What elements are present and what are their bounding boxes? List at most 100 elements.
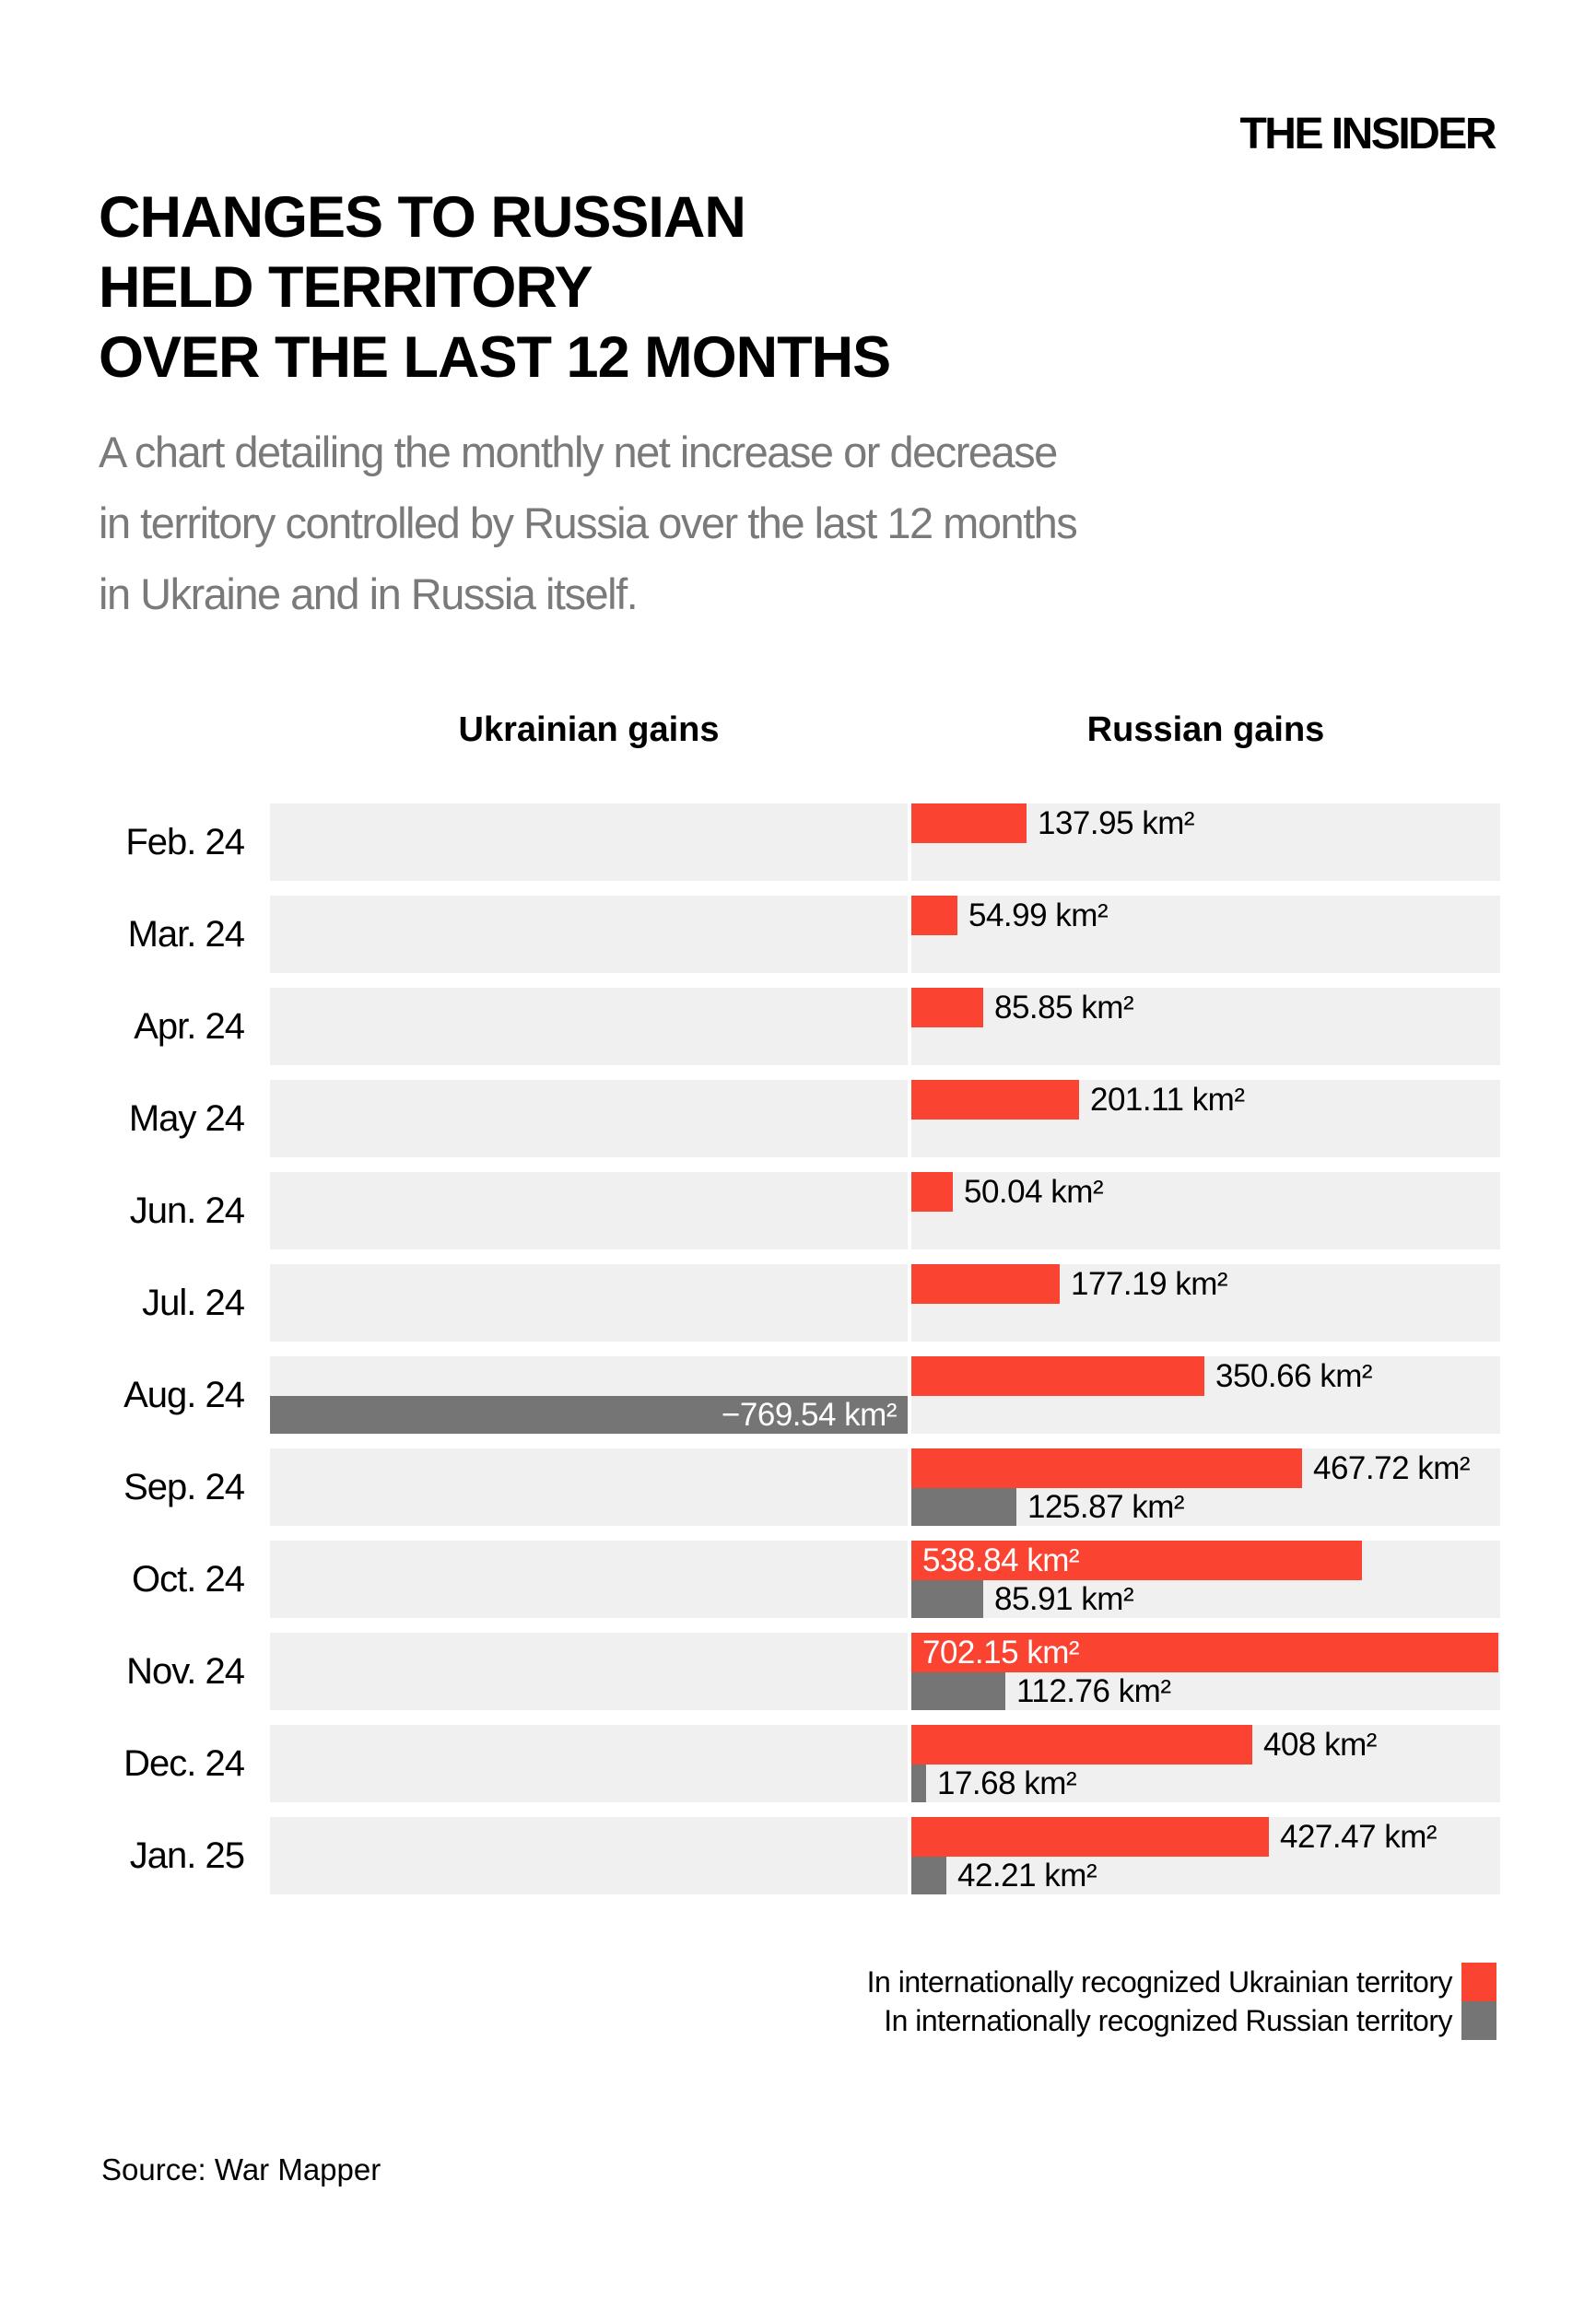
bar-value-label: 17.68 km²	[937, 1765, 1077, 1801]
bar-value-label: 467.72 km²	[1313, 1449, 1471, 1486]
month-label-jan-25: Jan. 25	[129, 1835, 245, 1876]
title-line-2: HELD TERRITORY	[99, 255, 593, 320]
legend-row-russian-territory: In internationally recognized Russian te…	[867, 2001, 1496, 2040]
bar-in-russian-territory	[911, 1488, 1016, 1526]
month-label-jul-24: Jul. 24	[142, 1282, 245, 1323]
chart-row-oct-24: Oct. 24 538.84 km² 85.91 km²	[0, 1541, 1596, 1618]
row-band: 137.95 km²	[270, 803, 1500, 881]
bar-in-ukrainian-territory	[911, 1356, 1204, 1396]
chart-row-may-24: May 24 201.11 km²	[0, 1080, 1596, 1157]
row-band: 177.19 km²	[270, 1264, 1500, 1342]
zero-axis-line	[908, 1080, 911, 1157]
chart-row-sep-24: Sep. 24 467.72 km² 125.87 km²	[0, 1448, 1596, 1526]
zero-axis-line	[908, 1817, 911, 1894]
bar-in-ukrainian-territory	[911, 1541, 1362, 1580]
row-band: 702.15 km² 112.76 km²	[270, 1633, 1500, 1710]
zero-axis-line	[908, 896, 911, 973]
zero-axis-line	[908, 1448, 911, 1526]
title-line-1: CHANGES TO RUSSIAN	[99, 185, 746, 250]
month-label-jun-24: Jun. 24	[129, 1190, 245, 1231]
row-band: 50.04 km²	[270, 1172, 1500, 1249]
bar-in-ukrainian-territory	[911, 1448, 1302, 1488]
chart-row-jun-24: Jun. 24 50.04 km²	[0, 1172, 1596, 1249]
month-label-nov-24: Nov. 24	[126, 1650, 245, 1692]
bar-in-ukrainian-territory	[911, 1725, 1252, 1765]
bar-value-label: 85.85 km²	[994, 989, 1134, 1026]
bar-value-label: 50.04 km²	[964, 1173, 1104, 1210]
chart-row-apr-24: Apr. 24 85.85 km²	[0, 988, 1596, 1065]
zero-axis-line	[908, 988, 911, 1065]
zero-axis-line	[908, 1172, 911, 1249]
bar-value-label: 54.99 km²	[968, 897, 1109, 933]
bar-value-label: 350.66 km²	[1215, 1357, 1373, 1394]
zero-axis-line	[908, 1725, 911, 1802]
bar-in-russian-territory	[911, 1857, 946, 1894]
month-label-feb-24: Feb. 24	[125, 821, 245, 862]
chart-row-dec-24: Dec. 24 408 km² 17.68 km²	[0, 1725, 1596, 1802]
zero-axis-line	[908, 1633, 911, 1710]
title-line-3: OVER THE LAST 12 MONTHS	[99, 325, 891, 390]
bar-value-label: 42.21 km²	[957, 1857, 1097, 1894]
bar-value-label: 408 km²	[1263, 1726, 1377, 1763]
subtitle-line-3: in Ukraine and in Russia itself.	[99, 569, 639, 618]
subtitle-line-1: A chart detailing the monthly net increa…	[99, 428, 1058, 476]
bar-value-label: 201.11 km²	[1090, 1081, 1245, 1118]
bar-in-ukrainian-territory	[911, 1080, 1079, 1120]
bar-value-label: −769.54 km²	[721, 1396, 898, 1433]
page-title: CHANGES TO RUSSIAN HELD TERRITORY OVER T…	[99, 182, 891, 393]
chart-row-nov-24: Nov. 24 702.15 km² 112.76 km²	[0, 1633, 1596, 1710]
bar-value-label: 112.76 km²	[1016, 1672, 1171, 1709]
bar-in-russian-territory	[911, 1765, 926, 1802]
bar-in-ukrainian-territory	[911, 1264, 1060, 1304]
bar-in-ukrainian-territory	[911, 1633, 1498, 1672]
chart-row-jan-25: Jan. 25 427.47 km² 42.21 km²	[0, 1817, 1596, 1894]
bar-value-label: 125.87 km²	[1027, 1488, 1185, 1525]
the-insider-logo: THE INSIDER	[1239, 110, 1496, 158]
row-band: 201.11 km²	[270, 1080, 1500, 1157]
month-label-aug-24: Aug. 24	[123, 1374, 245, 1415]
bar-in-ukrainian-territory	[911, 1172, 953, 1212]
bar-value-label: 177.19 km²	[1071, 1265, 1228, 1302]
page-subtitle: A chart detailing the monthly net increa…	[99, 416, 1078, 629]
month-label-apr-24: Apr. 24	[134, 1005, 245, 1047]
month-label-dec-24: Dec. 24	[123, 1742, 245, 1784]
row-band: 467.72 km² 125.87 km²	[270, 1448, 1500, 1526]
row-band: 54.99 km²	[270, 896, 1500, 973]
bar-in-ukrainian-territory	[911, 896, 957, 935]
source-credit: Source: War Mapper	[101, 2152, 381, 2187]
row-band: 85.85 km²	[270, 988, 1500, 1065]
month-label-mar-24: Mar. 24	[127, 913, 245, 955]
month-label-sep-24: Sep. 24	[123, 1466, 245, 1507]
bar-in-russian-territory	[911, 1672, 1005, 1710]
bar-value-label: 85.91 km²	[994, 1580, 1134, 1617]
chart-row-jul-24: Jul. 24 177.19 km²	[0, 1264, 1596, 1342]
chart-row-aug-24: Aug. 24 350.66 km² −769.54 km²	[0, 1356, 1596, 1434]
zero-axis-line	[908, 803, 911, 881]
legend-swatch-red	[1461, 1963, 1496, 2001]
legend: In internationally recognized Ukrainian …	[867, 1963, 1496, 2040]
bar-in-ukrainian-territory	[911, 988, 983, 1027]
bar-in-ukrainian-territory	[911, 803, 1027, 843]
bar-in-russian-territory	[270, 1396, 908, 1434]
legend-label-ukrainian-territory: In internationally recognized Ukrainian …	[866, 1964, 1453, 1999]
column-header-russian-gains: Russian gains	[1086, 710, 1325, 749]
zero-axis-line	[908, 1541, 911, 1618]
row-band: 427.47 km² 42.21 km²	[270, 1817, 1500, 1894]
month-label-oct-24: Oct. 24	[132, 1558, 245, 1600]
column-header-ukrainian-gains: Ukrainian gains	[458, 710, 720, 749]
legend-row-ukrainian-territory: In internationally recognized Ukrainian …	[867, 1963, 1496, 2001]
legend-label-russian-territory: In internationally recognized Russian te…	[884, 2003, 1452, 2037]
subtitle-line-2: in territory controlled by Russia over t…	[99, 498, 1078, 547]
bar-value-label: 538.84 km²	[922, 1542, 1080, 1578]
row-band: 538.84 km² 85.91 km²	[270, 1541, 1500, 1618]
zero-axis-line	[908, 1356, 911, 1434]
month-label-may-24: May 24	[128, 1097, 245, 1139]
bar-in-ukrainian-territory	[911, 1817, 1269, 1857]
bar-value-label: 427.47 km²	[1280, 1818, 1438, 1855]
chart-row-feb-24: Feb. 24 137.95 km²	[0, 803, 1596, 881]
row-band: 350.66 km² −769.54 km²	[270, 1356, 1500, 1434]
zero-axis-line	[908, 1264, 911, 1342]
bar-value-label: 137.95 km²	[1038, 804, 1195, 841]
